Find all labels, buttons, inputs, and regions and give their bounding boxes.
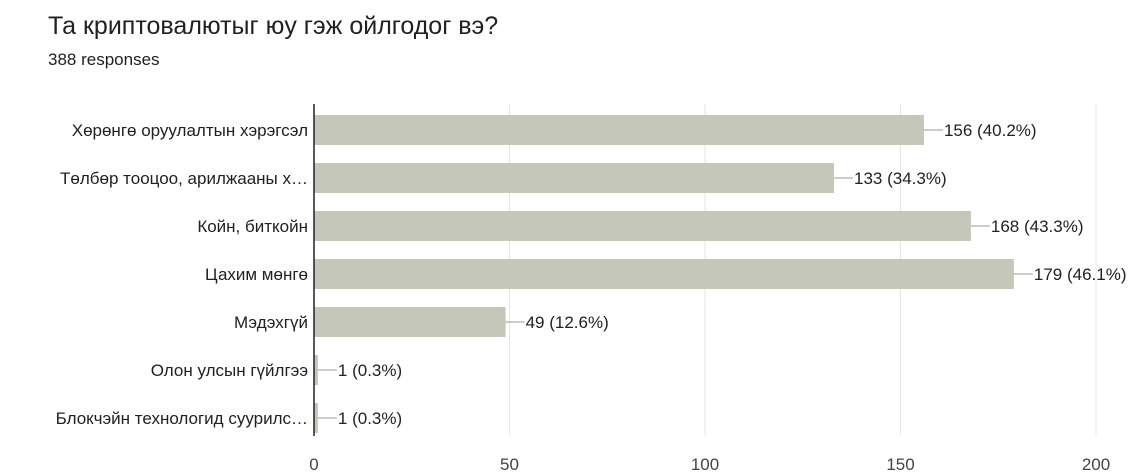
x-tick-label: 150 <box>886 455 914 473</box>
x-tick-label: 200 <box>1082 455 1110 473</box>
category-label: Мэдэхгүй <box>234 313 308 332</box>
bar <box>314 403 318 433</box>
chart-title: Та криптовалютыг юу гэж ойлгодог вэ? <box>48 12 499 40</box>
category-label: Хөрөнгө оруулалтын хэрэгсэл <box>72 121 308 140</box>
category-labels: Хөрөнгө оруулалтын хэрэгсэл Төлбөр тооцоо… <box>56 121 308 428</box>
bar <box>314 163 835 193</box>
x-tick-label: 100 <box>691 455 719 473</box>
category-label: Койн, биткойн <box>197 217 308 236</box>
value-label: 49 (12.6%) <box>526 313 609 332</box>
category-label: Блокчэйн технологид суурилс… <box>56 409 308 428</box>
bar <box>314 211 971 241</box>
value-label: 156 (40.2%) <box>944 121 1037 140</box>
value-label: 1 (0.3%) <box>338 361 402 380</box>
x-tick-label: 0 <box>309 455 318 473</box>
value-label: 168 (43.3%) <box>991 217 1084 236</box>
bar <box>314 355 318 385</box>
category-label: Цахим мөнгө <box>205 265 308 284</box>
value-label: 1 (0.3%) <box>338 409 402 428</box>
x-tick-labels: 0 50 100 150 200 <box>309 455 1110 473</box>
bar <box>314 115 924 145</box>
x-tick-label: 50 <box>500 455 519 473</box>
category-label: Олон улсын гүйлгээ <box>151 361 308 380</box>
leader-lines <box>317 129 1033 419</box>
category-label: Төлбөр тооцоо, арилжааны х… <box>60 169 308 188</box>
value-label: 179 (46.1%) <box>1034 265 1127 284</box>
response-count: 388 responses <box>48 50 160 69</box>
value-labels: 156 (40.2%) 133 (34.3%) 168 (43.3%) 179 (46… <box>338 121 1127 428</box>
bars <box>314 115 1014 433</box>
value-label: 133 (34.3%) <box>854 169 947 188</box>
bar <box>314 307 506 337</box>
bar <box>314 259 1014 289</box>
